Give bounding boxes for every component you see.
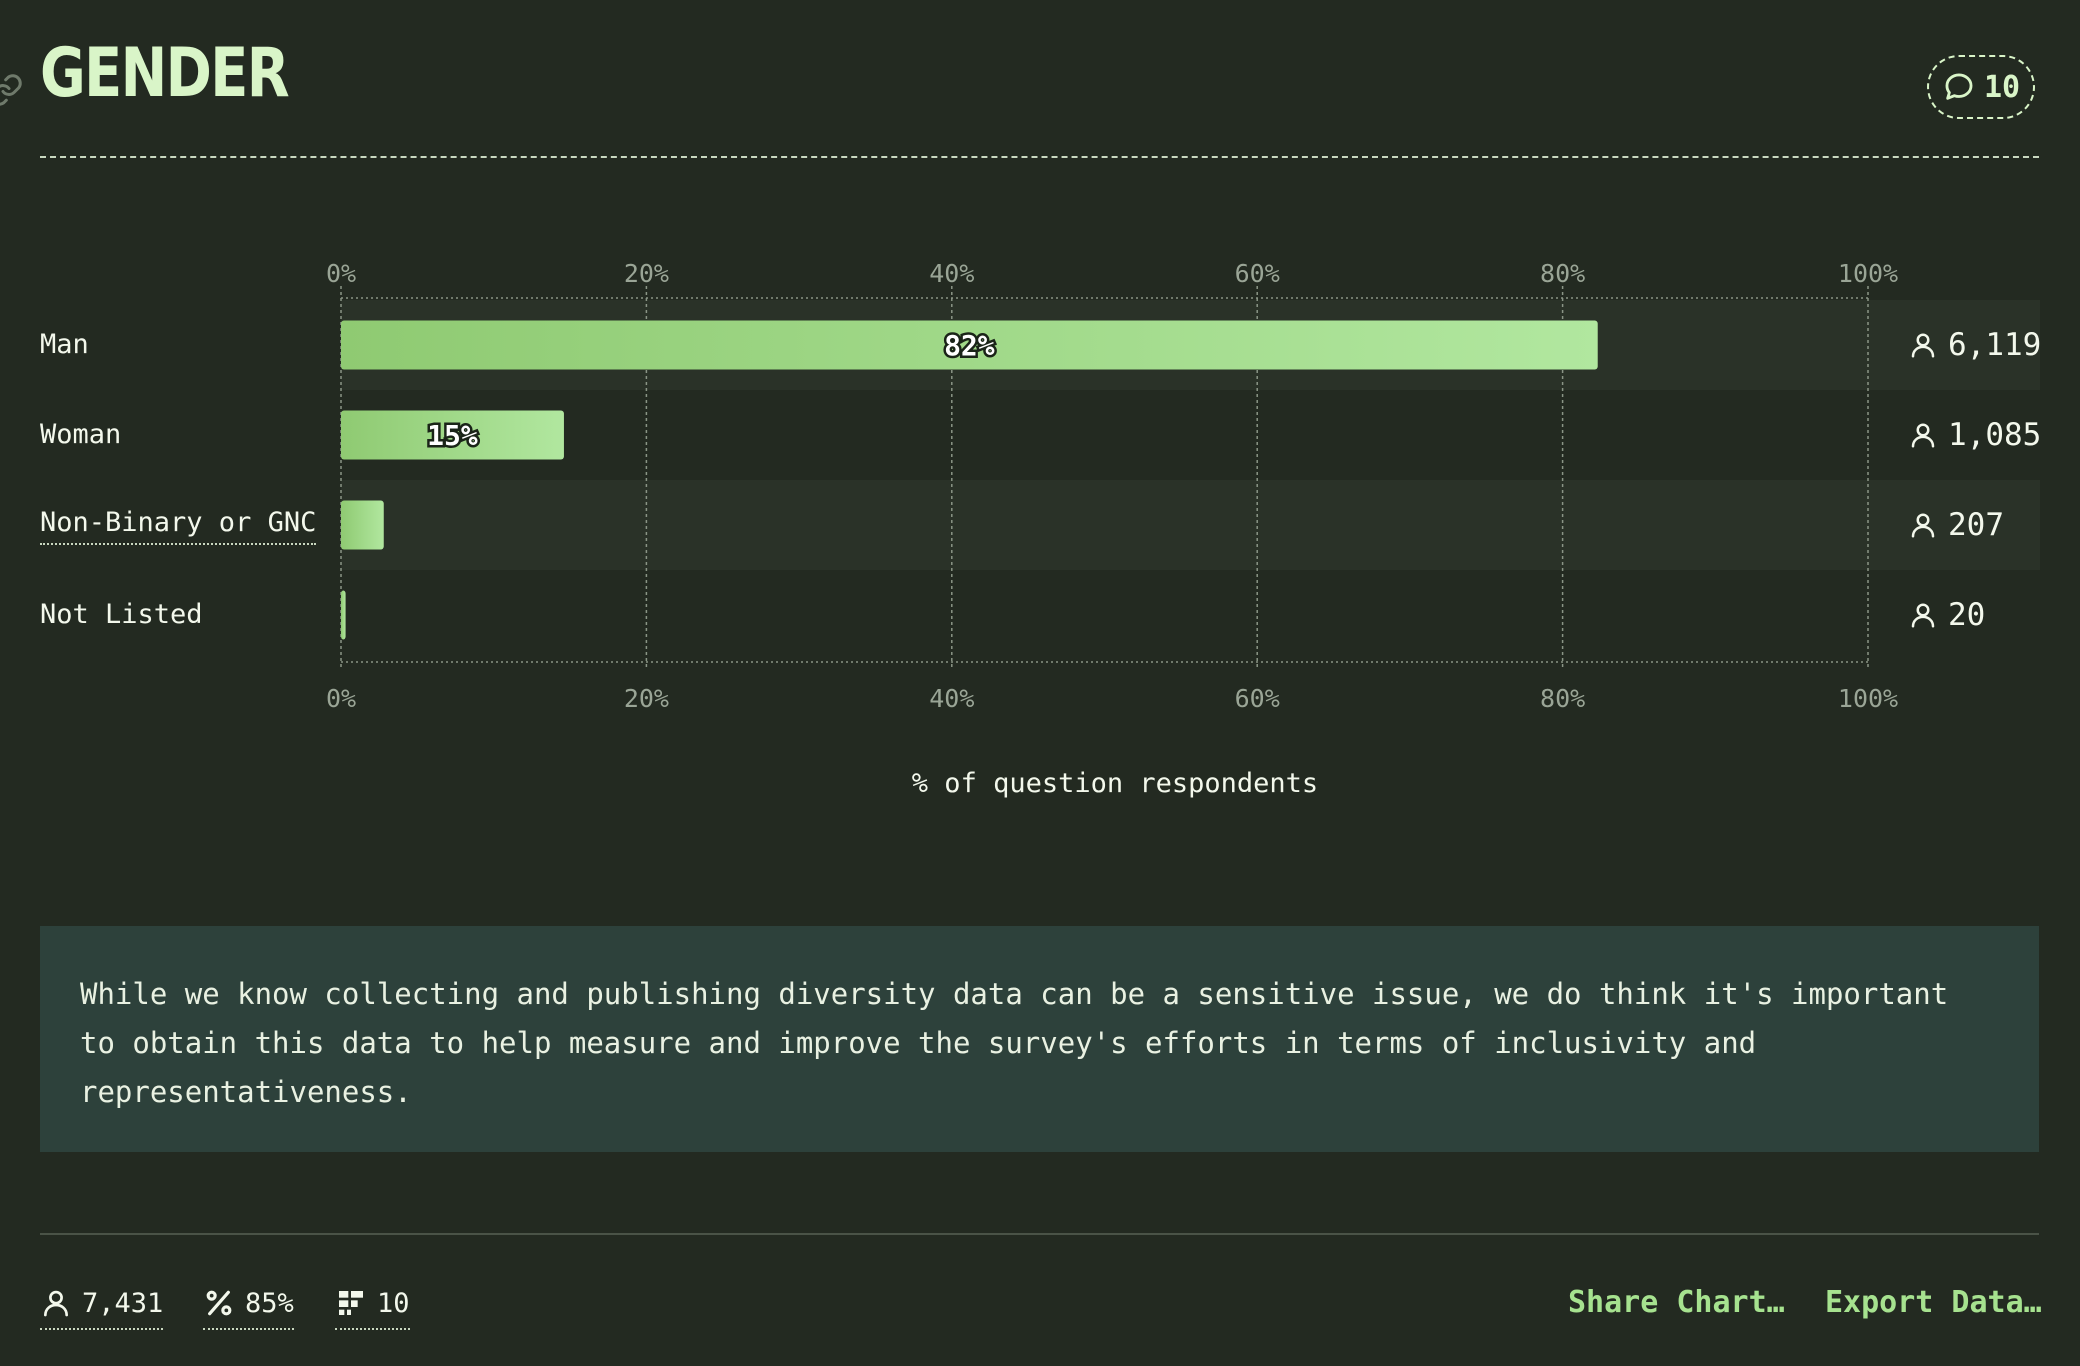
header-divider <box>40 156 2039 158</box>
bar[interactable] <box>341 500 384 550</box>
share-chart-link[interactable]: Share Chart… <box>1568 1285 1785 1320</box>
x-tick-label-bottom: 20% <box>624 684 669 713</box>
user-icon <box>1911 513 1935 538</box>
comment-icon <box>1945 73 1973 100</box>
x-tick-label-bottom: 0% <box>326 684 356 713</box>
respondent-count: 20 <box>1908 595 1985 635</box>
category-label: Woman <box>40 419 122 450</box>
items-count: 10 <box>377 1287 410 1319</box>
category-label: Not Listed <box>40 599 203 630</box>
bar-value-label: 15% <box>427 419 478 452</box>
category-label: Man <box>40 329 89 360</box>
percentage-value: 85% <box>245 1287 294 1319</box>
user-icon <box>1911 423 1935 448</box>
bar-value-label: 82% <box>944 329 995 362</box>
page-title: GENDER <box>40 34 290 113</box>
x-tick-label-top: 0% <box>326 259 356 288</box>
user-icon <box>1911 333 1935 358</box>
count-value: 207 <box>1948 507 2004 543</box>
x-tick-label-bottom: 40% <box>929 684 974 713</box>
count-value: 1,085 <box>1948 417 2042 453</box>
x-tick-label-bottom: 100% <box>1838 684 1898 713</box>
x-tick-label-top: 60% <box>1235 259 1280 288</box>
row-band <box>341 480 2040 570</box>
x-tick-label-top: 20% <box>624 259 669 288</box>
bar[interactable] <box>341 320 1598 370</box>
respondent-count: 6,119 <box>1908 325 2041 365</box>
x-tick-label-bottom: 80% <box>1540 684 1585 713</box>
bar-chart: 0% 20% 40% 60% 80% 100% 0% 20% 40% 60% 80% 100% 82… <box>326 259 2040 713</box>
list-items-icon <box>339 1291 363 1315</box>
respondent-count: 1,085 <box>1908 415 2041 455</box>
export-data-link[interactable]: Export Data… <box>1825 1285 2042 1320</box>
user-icon <box>1911 603 1935 628</box>
info-note: While we know collecting and publishing … <box>40 926 2039 1152</box>
percentage-stat[interactable]: 85% <box>203 1282 294 1330</box>
bar[interactable] <box>341 410 564 460</box>
comments-button[interactable]: 10 <box>1927 55 2035 119</box>
count-value: 20 <box>1948 597 1986 633</box>
x-tick-label-top: 80% <box>1540 259 1585 288</box>
respondent-count: 207 <box>1908 505 2004 545</box>
link-icon[interactable] <box>0 72 24 108</box>
x-tick-label-top: 40% <box>929 259 974 288</box>
count-value: 6,119 <box>1948 327 2042 363</box>
bar[interactable] <box>341 590 346 640</box>
user-icon <box>44 1290 68 1317</box>
respondents-count: 7,431 <box>82 1287 164 1319</box>
percent-icon <box>206 1290 232 1316</box>
category-label[interactable]: Non-Binary or GNC <box>40 505 317 545</box>
x-tick-label-bottom: 60% <box>1235 684 1280 713</box>
comment-count: 10 <box>1983 69 2021 105</box>
x-axis-label: % of question respondents <box>911 768 1319 799</box>
footer-divider <box>40 1233 2039 1235</box>
x-tick-label-top: 100% <box>1838 259 1898 288</box>
items-stat[interactable]: 10 <box>335 1282 410 1330</box>
respondents-stat[interactable]: 7,431 <box>40 1282 164 1330</box>
